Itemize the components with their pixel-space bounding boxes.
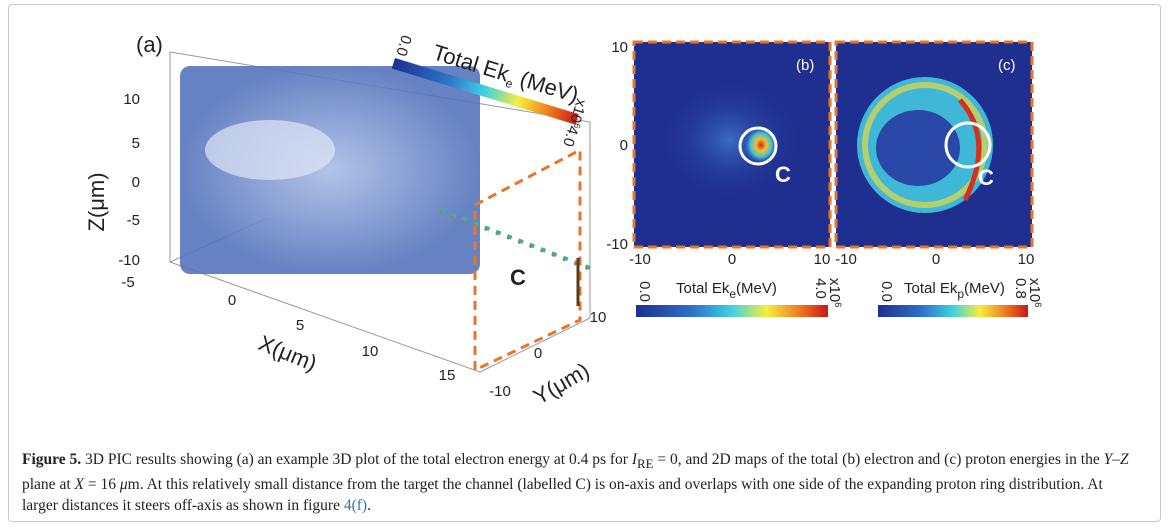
panel-border	[834, 40, 1034, 249]
caption-text: plane at	[22, 476, 75, 494]
caption-text: = 0, and 2D maps of the total (b) electr…	[653, 451, 1104, 468]
channel-label: C	[510, 265, 526, 290]
figure: (a) C 10 5 0 -5 -10 Z(μm) -5 0 5 10 15 X…	[84, 32, 1043, 410]
colorbar-title: Total Eke(MeV)	[676, 280, 777, 301]
colorbar-scale: x106	[1026, 278, 1043, 307]
axis-title: X(μm)	[255, 330, 320, 376]
tick-label: -10	[118, 252, 140, 269]
channel-circle	[738, 126, 778, 166]
cloud-highlight	[205, 120, 335, 180]
tick-label: -10	[606, 236, 628, 253]
tick-label: 10	[590, 309, 607, 326]
colorbar	[878, 305, 1028, 317]
panel-label: (c)	[998, 57, 1016, 74]
tick-label: 10	[123, 91, 140, 108]
tick-label: -5	[121, 274, 134, 291]
tick-label: 0	[132, 174, 140, 191]
colorbar-title: Total Ekp(MeV)	[904, 280, 1005, 301]
tick-label: 0	[932, 251, 940, 268]
heatmap-haze	[660, 80, 800, 200]
figure-link[interactable]: 4(f)	[343, 497, 368, 515]
tick-label: -10	[629, 251, 651, 268]
proton-ring-edge	[862, 82, 988, 208]
b-x-ticks: -10 0 10	[629, 251, 830, 268]
caption-math: Y–Z	[1103, 451, 1129, 468]
caption-math: μ	[119, 476, 128, 494]
axis-title: Y(μm)	[529, 358, 594, 410]
caption-label: Figure 5.	[22, 451, 82, 468]
heatmap-hotspot	[743, 125, 779, 165]
colorbar	[391, 58, 579, 125]
channel-label: C	[978, 165, 994, 190]
caption-text: 3D PIC results showing (a) an example 3D…	[85, 451, 632, 468]
figure-frame	[8, 4, 1161, 522]
colorbar-min: 0.0	[636, 281, 653, 302]
tick-label: 10	[814, 251, 831, 268]
colorbar-max: 4.0	[812, 278, 829, 299]
caption: Figure 5. 3D PIC results showing (a) an …	[22, 449, 1142, 516]
colorbar-b: Total Eke(MeV) 0.0 4.0 x106	[636, 278, 843, 317]
caption-text: m. At this relatively small distance fro…	[22, 476, 1103, 515]
tick-label: 0	[728, 251, 736, 268]
tick-label: 5	[296, 317, 304, 334]
tick-label: 10	[611, 39, 628, 56]
tick-label: 10	[362, 343, 379, 360]
channel-label: C	[775, 162, 791, 187]
caption-text: .	[367, 497, 371, 515]
tick-label: 5	[132, 135, 140, 152]
tick-label: 15	[439, 367, 456, 384]
panel-label: (a)	[136, 32, 163, 57]
panel-border	[632, 40, 832, 249]
tick-label: -10	[835, 251, 857, 268]
colorbar-scale: x106	[826, 278, 843, 307]
colorbar-min: 0.0	[878, 281, 895, 302]
tick-label: 0	[228, 292, 236, 309]
plane-outline	[473, 147, 582, 373]
caption-math: I	[631, 451, 637, 468]
tick-label: -5	[127, 212, 140, 229]
caption-math: RE	[637, 456, 654, 472]
panel-label: (b)	[796, 57, 814, 74]
tick-label: 10	[1018, 251, 1035, 268]
colorbar-scale: x106	[565, 97, 590, 130]
channel-beam	[439, 208, 591, 271]
proton-ring-hole	[876, 110, 960, 186]
colorbar-c: Total Ekp(MeV) 0.0 0.8 x106	[878, 278, 1043, 317]
caption-text: = 16	[83, 476, 120, 494]
colorbar-min: 0.0	[392, 33, 414, 58]
electron-cloud	[180, 66, 480, 274]
colorbar-max: 4.0	[559, 124, 581, 149]
channel-circle	[944, 121, 992, 169]
c-x-ticks: -10 0 10	[835, 251, 1034, 268]
x-axis: -5 0 5 10 15 X(μm)	[121, 274, 455, 384]
tick-label: -10	[489, 383, 511, 400]
tick-label: 0	[620, 137, 628, 154]
z-axis: 10 5 0 -5 -10 Z(μm)	[84, 91, 140, 269]
proton-ring-hot	[958, 98, 982, 202]
colorbar-max: 0.8	[1012, 278, 1029, 299]
b-y-ticks: 10 0 -10	[606, 39, 628, 253]
axis-title: Z(μm)	[84, 172, 109, 231]
colorbar	[636, 305, 828, 317]
tick-label: 0	[534, 345, 542, 362]
caption-math: X	[74, 476, 84, 494]
